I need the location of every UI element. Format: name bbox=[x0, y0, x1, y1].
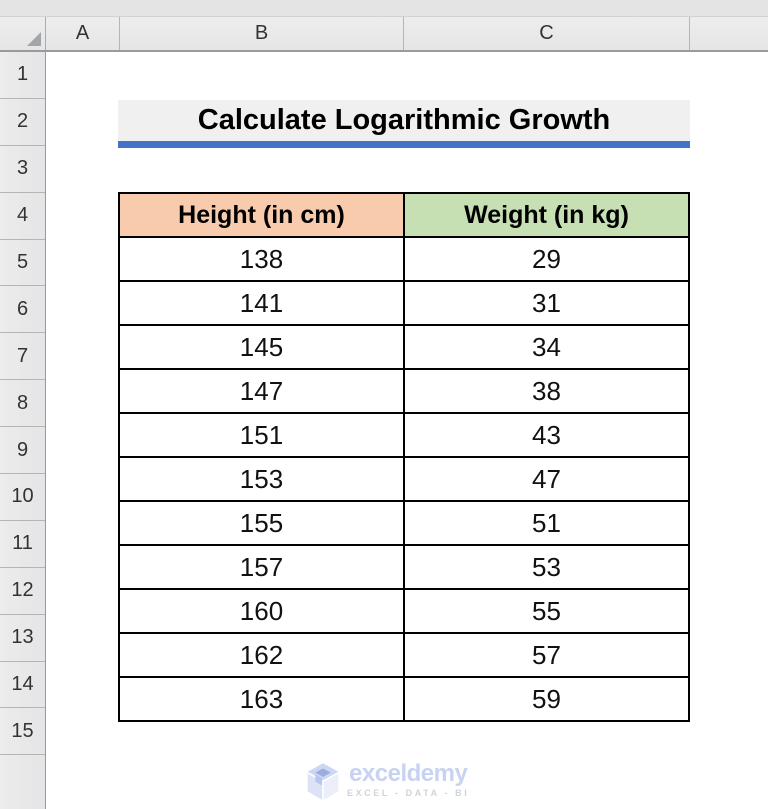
table-cell[interactable]: 55 bbox=[403, 588, 690, 634]
table-header-height[interactable]: Height (in cm) bbox=[118, 192, 405, 238]
column-header-row: A B C bbox=[0, 17, 768, 52]
table-cell[interactable]: 38 bbox=[403, 368, 690, 414]
table-row: 162 57 bbox=[118, 632, 690, 678]
table-cell[interactable]: 34 bbox=[403, 324, 690, 370]
select-all-triangle-icon bbox=[27, 32, 41, 46]
row-header-13[interactable]: 13 bbox=[0, 614, 45, 662]
table-header-weight[interactable]: Weight (in kg) bbox=[403, 192, 690, 238]
table-cell[interactable]: 43 bbox=[403, 412, 690, 458]
table-row: 155 51 bbox=[118, 500, 690, 546]
table-cell[interactable]: 145 bbox=[118, 324, 405, 370]
table-cell[interactable]: 31 bbox=[403, 280, 690, 326]
row-header-7[interactable]: 7 bbox=[0, 333, 45, 381]
data-table: Height (in cm) Weight (in kg) 138 29 141 31… bbox=[118, 192, 690, 722]
table-row: 153 47 bbox=[118, 456, 690, 502]
table-cell[interactable]: 59 bbox=[403, 676, 690, 722]
row-header-6[interactable]: 6 bbox=[0, 286, 45, 334]
watermark-brand: exceldemy bbox=[349, 760, 468, 787]
row-header-12[interactable]: 12 bbox=[0, 567, 45, 615]
column-header-a[interactable]: A bbox=[46, 17, 120, 50]
table-row: 145 34 bbox=[118, 324, 690, 370]
table-row: 151 43 bbox=[118, 412, 690, 458]
table-cell[interactable]: 160 bbox=[118, 588, 405, 634]
table-cell[interactable]: 153 bbox=[118, 456, 405, 502]
row-header-1[interactable]: 1 bbox=[0, 52, 45, 99]
row-header-partial[interactable] bbox=[0, 755, 45, 809]
top-strip bbox=[0, 0, 768, 17]
watermark-tagline: EXCEL - DATA - BI bbox=[347, 788, 470, 798]
table-body: 138 29 141 31 145 34 147 38 151 43 153 47 155 51 157 53… bbox=[118, 236, 690, 722]
table-cell[interactable]: 147 bbox=[118, 368, 405, 414]
row-headers: 1 2 3 4 5 6 7 8 9 10 11 12 13 14 15 bbox=[0, 52, 46, 809]
select-all-corner[interactable] bbox=[0, 17, 46, 50]
column-header-b[interactable]: B bbox=[120, 17, 404, 50]
watermark-text: exceldemy EXCEL - DATA - BI bbox=[347, 760, 470, 799]
table-cell[interactable]: 53 bbox=[403, 544, 690, 590]
table-cell[interactable]: 29 bbox=[403, 236, 690, 282]
table-cell[interactable]: 57 bbox=[403, 632, 690, 678]
row-header-5[interactable]: 5 bbox=[0, 239, 45, 287]
table-cell[interactable]: 163 bbox=[118, 676, 405, 722]
table-cell[interactable]: 151 bbox=[118, 412, 405, 458]
row-header-14[interactable]: 14 bbox=[0, 661, 45, 709]
table-cell[interactable]: 51 bbox=[403, 500, 690, 546]
table-cell[interactable]: 162 bbox=[118, 632, 405, 678]
table-row: 160 55 bbox=[118, 588, 690, 634]
table-cell[interactable]: 47 bbox=[403, 456, 690, 502]
table-row: 138 29 bbox=[118, 236, 690, 282]
table-cell[interactable]: 155 bbox=[118, 500, 405, 546]
worksheet-title-cell[interactable]: Calculate Logarithmic Growth bbox=[118, 100, 690, 148]
column-header-c[interactable]: C bbox=[404, 17, 690, 50]
title-underline bbox=[118, 141, 690, 148]
table-cell[interactable]: 157 bbox=[118, 544, 405, 590]
column-header-d[interactable] bbox=[690, 17, 768, 50]
exceldemy-cube-icon bbox=[307, 763, 339, 800]
table-row: 163 59 bbox=[118, 676, 690, 722]
table-header-row: Height (in cm) Weight (in kg) bbox=[118, 192, 690, 238]
table-cell[interactable]: 141 bbox=[118, 280, 405, 326]
row-header-4[interactable]: 4 bbox=[0, 192, 45, 240]
table-row: 141 31 bbox=[118, 280, 690, 326]
row-header-3[interactable]: 3 bbox=[0, 145, 45, 193]
table-row: 147 38 bbox=[118, 368, 690, 414]
row-header-15[interactable]: 15 bbox=[0, 708, 45, 756]
row-header-2[interactable]: 2 bbox=[0, 98, 45, 146]
row-header-11[interactable]: 11 bbox=[0, 520, 45, 568]
page-title: Calculate Logarithmic Growth bbox=[118, 100, 690, 141]
row-header-9[interactable]: 9 bbox=[0, 427, 45, 475]
table-cell[interactable]: 138 bbox=[118, 236, 405, 282]
row-header-8[interactable]: 8 bbox=[0, 380, 45, 428]
row-header-10[interactable]: 10 bbox=[0, 474, 45, 521]
table-row: 157 53 bbox=[118, 544, 690, 590]
exceldemy-watermark: exceldemy EXCEL - DATA - BI bbox=[306, 761, 469, 802]
